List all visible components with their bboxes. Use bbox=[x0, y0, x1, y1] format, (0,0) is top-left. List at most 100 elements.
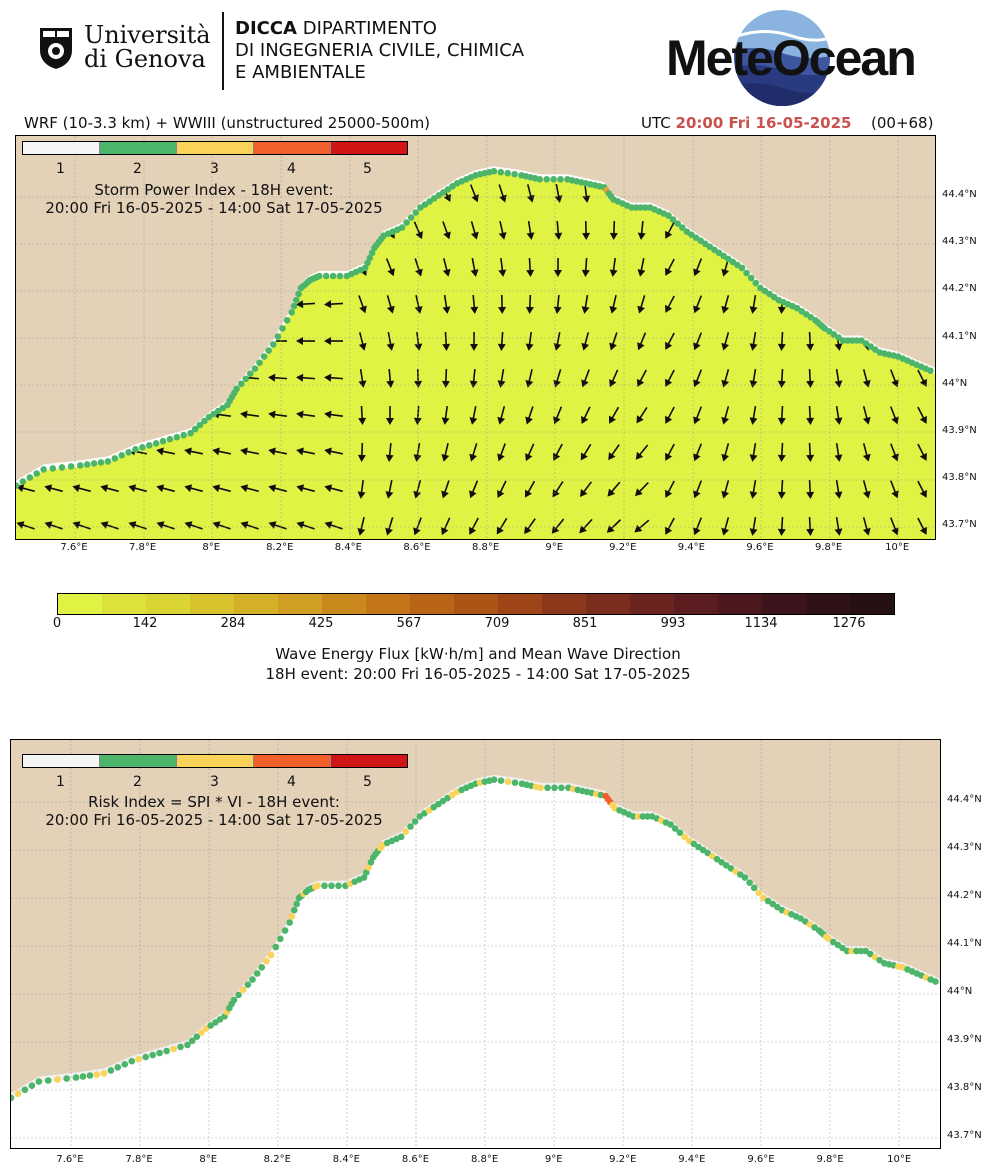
wave-direction-arrow bbox=[609, 369, 619, 388]
risk-coastal-point bbox=[286, 919, 294, 926]
flux-colorbar-step bbox=[454, 594, 498, 614]
wave-direction-arrow bbox=[749, 331, 758, 351]
spi-coastal-point bbox=[97, 459, 105, 466]
arrow-head bbox=[834, 528, 843, 536]
arrow-head bbox=[385, 454, 394, 462]
risk-legend-label-4: 4 bbox=[287, 774, 296, 790]
arrow-head bbox=[636, 415, 644, 424]
arrow-head bbox=[358, 380, 367, 388]
wave-direction-arrow bbox=[156, 521, 175, 530]
arrow-head bbox=[919, 526, 927, 535]
unige-name-line2: di Genova bbox=[84, 45, 206, 73]
arrow-head bbox=[526, 232, 535, 240]
arrow-head bbox=[497, 380, 506, 388]
flux-tick-label: 567 bbox=[396, 616, 422, 631]
arrow-head bbox=[469, 417, 478, 425]
spi-coastal-point bbox=[550, 176, 557, 183]
spi-coastal-point bbox=[283, 317, 291, 324]
spi-coastal-point bbox=[633, 204, 640, 211]
wave-direction-arrow bbox=[551, 518, 565, 534]
wave-direction-arrow bbox=[324, 521, 343, 530]
arrow-head bbox=[128, 484, 137, 493]
spi-coastal-point bbox=[557, 176, 564, 183]
arrow-head bbox=[749, 454, 758, 462]
wave-direction-arrow bbox=[72, 521, 91, 530]
dicca-line3: E AMBIENTALE bbox=[235, 62, 366, 83]
wave-direction-arrow bbox=[526, 220, 535, 240]
arrow-head bbox=[891, 416, 899, 425]
dicca-line1: DIPARTIMENTO bbox=[302, 18, 437, 39]
flux-colorbar-ticks: 0 142 284 425 567 709 851 993 1134 1276 bbox=[53, 616, 895, 634]
wave-direction-arrow bbox=[609, 295, 618, 314]
wave-direction-arrow bbox=[665, 369, 675, 387]
wave-direction-arrow bbox=[441, 368, 450, 388]
arrow-head bbox=[749, 417, 758, 425]
flux-tick-label: 1134 bbox=[744, 616, 778, 631]
wave-direction-arrow bbox=[721, 480, 730, 499]
arrow-head bbox=[240, 484, 249, 493]
arrow-head bbox=[554, 232, 563, 240]
arrow-head bbox=[240, 521, 249, 529]
arrow-head bbox=[891, 490, 899, 499]
wave-direction-arrow bbox=[862, 443, 871, 462]
wave-direction-arrow bbox=[721, 517, 730, 536]
risk-index-map bbox=[10, 739, 941, 1149]
arrow-head bbox=[777, 380, 786, 388]
risk-coastal-point bbox=[876, 956, 883, 964]
arrow-head bbox=[296, 521, 305, 529]
spi-coastal-point bbox=[543, 176, 550, 183]
spi-coastal-point bbox=[256, 359, 263, 366]
wave-direction-arrow bbox=[721, 332, 730, 351]
wave-direction-arrow bbox=[581, 294, 590, 314]
lat-tick-label: 44.3°N bbox=[942, 236, 977, 248]
risk-legend-label-5: 5 bbox=[363, 774, 372, 790]
arrow-head bbox=[324, 521, 333, 529]
lat-tick-label: 44°N bbox=[947, 986, 973, 997]
spi-coastal-point bbox=[853, 337, 861, 344]
arrow-head bbox=[693, 453, 701, 462]
risk-legend-swatch-3 bbox=[176, 755, 253, 767]
arrow-head bbox=[862, 416, 871, 425]
risk-coastal-point bbox=[750, 884, 758, 892]
arrow-head bbox=[525, 453, 533, 462]
spi-coastal-point bbox=[322, 272, 330, 280]
spi-coastal-point bbox=[412, 209, 420, 216]
arrow-head bbox=[212, 447, 220, 456]
wave-direction-arrow bbox=[721, 406, 730, 425]
arrow-head bbox=[834, 454, 843, 462]
spi-legend-swatch-3 bbox=[176, 142, 253, 154]
wave-direction-arrow bbox=[525, 369, 534, 388]
wave-direction-arrow bbox=[665, 295, 675, 313]
arrow-head bbox=[581, 342, 590, 351]
risk-coastal-point bbox=[21, 1086, 29, 1094]
risk-coastal-point bbox=[732, 868, 739, 875]
wave-direction-arrow bbox=[296, 336, 316, 345]
risk-coastal-point bbox=[825, 935, 832, 943]
risk-coastal-point bbox=[184, 1041, 191, 1049]
risk-coastal-point bbox=[544, 784, 551, 792]
wave-direction-arrow bbox=[834, 516, 843, 536]
arrow-head bbox=[580, 452, 588, 461]
wave-direction-arrow bbox=[442, 331, 451, 351]
wave-direction-arrow bbox=[806, 331, 815, 351]
wave-direction-arrow bbox=[358, 332, 367, 351]
arrow-head bbox=[100, 521, 109, 529]
header-divider bbox=[222, 12, 224, 90]
wave-direction-arrow bbox=[665, 406, 675, 424]
risk-coastal-point bbox=[163, 1047, 170, 1055]
arrow-head bbox=[581, 306, 590, 314]
wave-direction-arrow bbox=[498, 257, 507, 277]
arrow-head bbox=[184, 521, 193, 529]
arrow-head bbox=[579, 488, 588, 497]
arrow-head bbox=[609, 232, 618, 240]
risk-legend-labels: 1 2 3 4 5 bbox=[22, 774, 406, 790]
spi-coastal-point bbox=[336, 272, 344, 280]
spi-coastal-point bbox=[49, 465, 57, 472]
risk-coastal-point bbox=[216, 1016, 224, 1023]
lat-tick-label: 44.3°N bbox=[947, 842, 982, 853]
lat-ticks-panel2: 44.4°N 44.3°N 44.2°N 44.1°N 44°N 43.9°N 43.8°N… bbox=[945, 739, 995, 1147]
wave-direction-arrow bbox=[749, 479, 758, 499]
wave-direction-arrow bbox=[441, 517, 451, 536]
wave-direction-arrow bbox=[553, 257, 562, 277]
flux-colorbar-step bbox=[674, 594, 718, 614]
